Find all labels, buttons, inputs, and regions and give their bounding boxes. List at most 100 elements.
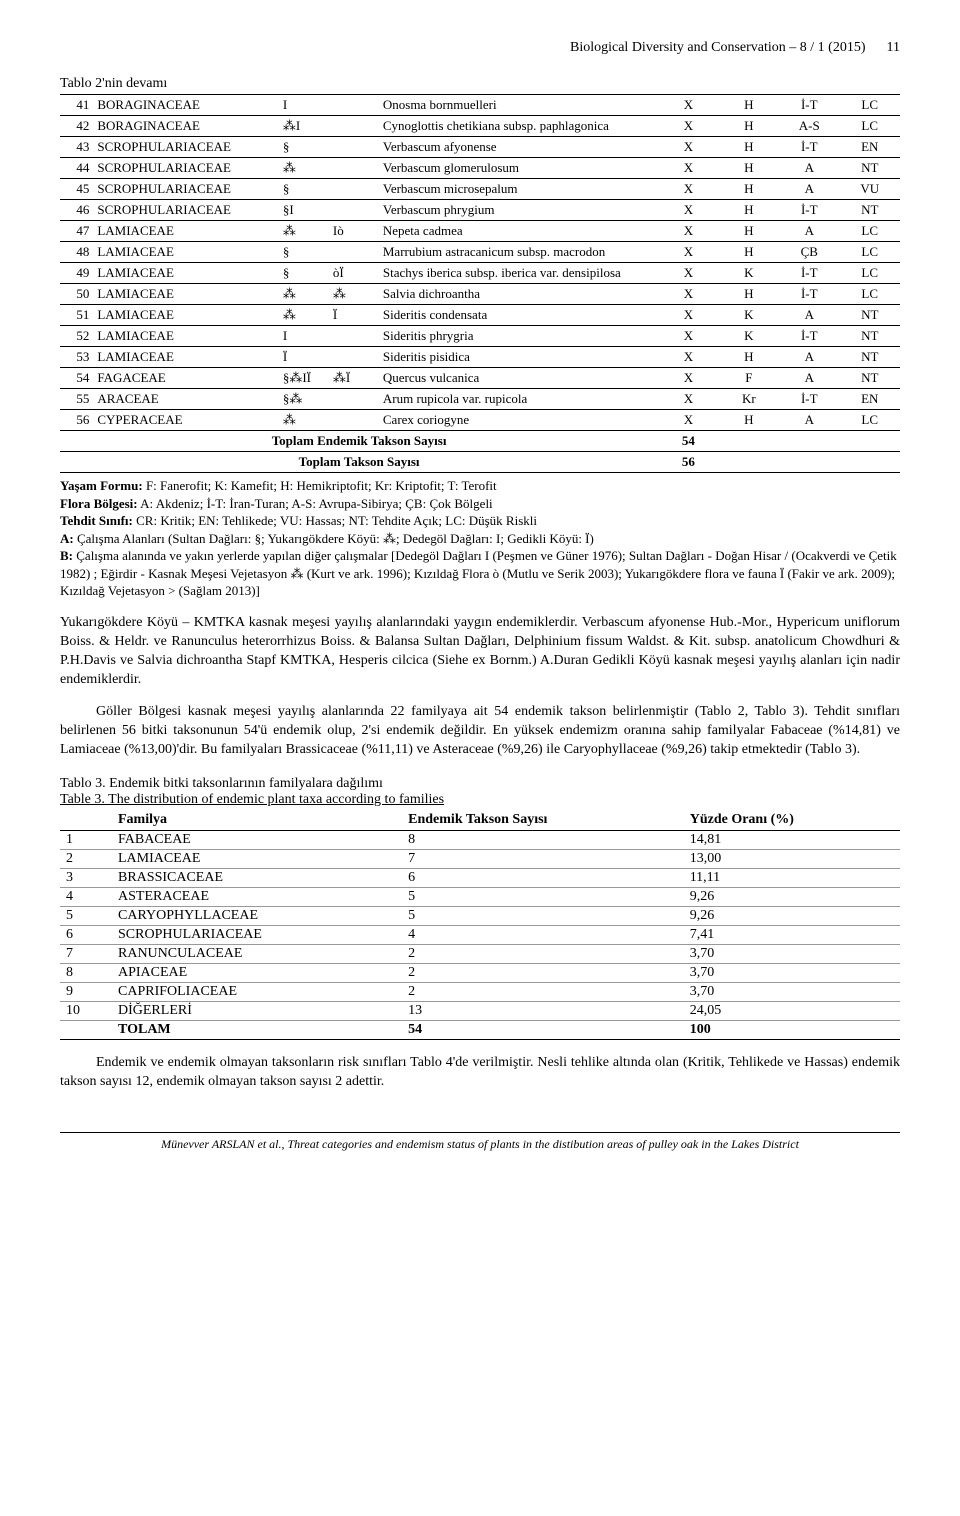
row-family: SCROPHULARIACEAE	[93, 200, 279, 221]
row-v1: X	[658, 410, 718, 431]
row-v4: VU	[839, 179, 900, 200]
dist-total-count: 54	[402, 1021, 684, 1040]
row-family: LAMIACEAE	[93, 284, 279, 305]
row-v2: H	[719, 95, 779, 116]
row-family: LAMIACEAE	[93, 347, 279, 368]
row-code2	[329, 347, 379, 368]
row-code2	[329, 200, 379, 221]
row-code2: ⁂	[329, 284, 379, 305]
row-species: Verbascum phrygium	[379, 200, 658, 221]
species-row: 52LAMIACEAEISideritis phrygriaXKİ-TNT	[60, 326, 900, 347]
dist-row-count: 7	[402, 850, 684, 869]
row-number: 43	[60, 137, 93, 158]
dist-row-family: BRASSICACEAE	[112, 869, 402, 888]
species-row: 48LAMIACEAE§Marrubium astracanicum subsp…	[60, 242, 900, 263]
species-row: 53LAMIACEAEÏSideritis pisidicaXHANT	[60, 347, 900, 368]
row-v1: X	[658, 179, 718, 200]
row-code2	[329, 410, 379, 431]
row-number: 54	[60, 368, 93, 389]
row-species: Quercus vulcanica	[379, 368, 658, 389]
row-code1: §	[279, 242, 329, 263]
row-family: BORAGINACEAE	[93, 95, 279, 116]
dist-row: 9CAPRIFOLIACEAE23,70	[60, 983, 900, 1002]
dist-row-percent: 11,11	[684, 869, 900, 888]
dist-row-number: 7	[60, 945, 112, 964]
dist-row-number: 4	[60, 888, 112, 907]
row-family: FAGACEAE	[93, 368, 279, 389]
dist-header-percent: Yüzde Oranı (%)	[684, 810, 900, 831]
row-v3: İ-T	[779, 284, 839, 305]
row-number: 51	[60, 305, 93, 326]
legend-line: Yaşam Formu: F: Fanerofit; K: Kamefit; H…	[60, 477, 900, 495]
totals-label: Toplam Takson Sayısı	[60, 452, 658, 473]
dist-row-family: DİĞERLERİ	[112, 1002, 402, 1021]
row-v3: ÇB	[779, 242, 839, 263]
species-row: 44SCROPHULARIACEAE⁂Verbascum glomerulosu…	[60, 158, 900, 179]
row-v3: A	[779, 347, 839, 368]
row-code1: ⁂	[279, 410, 329, 431]
row-code1: I	[279, 95, 329, 116]
row-number: 41	[60, 95, 93, 116]
row-family: SCROPHULARIACEAE	[93, 179, 279, 200]
row-family: LAMIACEAE	[93, 221, 279, 242]
dist-row-percent: 7,41	[684, 926, 900, 945]
legend-line: B: Çalışma alanında ve yakın yerlerde ya…	[60, 547, 900, 600]
dist-row-number: 9	[60, 983, 112, 1002]
row-v2: K	[719, 263, 779, 284]
dist-row: 1FABACEAE814,81	[60, 831, 900, 850]
dist-row-percent: 24,05	[684, 1002, 900, 1021]
row-species: Sideritis phrygria	[379, 326, 658, 347]
dist-row-number: 6	[60, 926, 112, 945]
row-v2: H	[719, 158, 779, 179]
row-code2	[329, 242, 379, 263]
species-row: 42BORAGINACEAE⁂ICynoglottis chetikiana s…	[60, 116, 900, 137]
row-number: 50	[60, 284, 93, 305]
page-number: 11	[887, 40, 900, 55]
row-v3: A	[779, 158, 839, 179]
row-code2	[329, 158, 379, 179]
species-row: 41BORAGINACEAEIOnosma bornmuelleriXHİ-TL…	[60, 95, 900, 116]
row-species: Cynoglottis chetikiana subsp. paphlagoni…	[379, 116, 658, 137]
row-species: Salvia dichroantha	[379, 284, 658, 305]
row-number: 45	[60, 179, 93, 200]
row-family: LAMIACEAE	[93, 242, 279, 263]
totals-row: Toplam Takson Sayısı56	[60, 452, 900, 473]
dist-row-number: 5	[60, 907, 112, 926]
dist-row-count: 2	[402, 983, 684, 1002]
row-species: Marrubium astracanicum subsp. macrodon	[379, 242, 658, 263]
dist-row-family: SCROPHULARIACEAE	[112, 926, 402, 945]
page-header: Biological Diversity and Conservation – …	[60, 40, 900, 56]
row-v4: NT	[839, 326, 900, 347]
row-code1: ⁂	[279, 284, 329, 305]
species-row: 46SCROPHULARIACEAE§IVerbascum phrygiumXH…	[60, 200, 900, 221]
table3-title-tr: Tablo 3. Endemik bitki taksonlarının fam…	[60, 776, 900, 792]
dist-row-percent: 14,81	[684, 831, 900, 850]
row-species: Stachys iberica subsp. iberica var. dens…	[379, 263, 658, 284]
row-v2: H	[719, 284, 779, 305]
paragraph-3: Endemik ve endemik olmayan taksonların r…	[60, 1054, 900, 1092]
row-v1: X	[658, 284, 718, 305]
dist-row-number: 8	[60, 964, 112, 983]
dist-row-percent: 9,26	[684, 888, 900, 907]
row-v3: A	[779, 410, 839, 431]
dist-row-percent: 3,70	[684, 945, 900, 964]
row-code1: ⁂	[279, 221, 329, 242]
dist-row-count: 8	[402, 831, 684, 850]
row-v2: H	[719, 221, 779, 242]
row-family: SCROPHULARIACEAE	[93, 137, 279, 158]
row-v4: LC	[839, 284, 900, 305]
row-v2: K	[719, 326, 779, 347]
row-species: Onosma bornmuelleri	[379, 95, 658, 116]
legend-block: Yaşam Formu: F: Fanerofit; K: Kamefit; H…	[60, 477, 900, 600]
dist-row: 4ASTERACEAE59,26	[60, 888, 900, 907]
dist-row: 6SCROPHULARIACEAE47,41	[60, 926, 900, 945]
row-family: LAMIACEAE	[93, 305, 279, 326]
species-table: 41BORAGINACEAEIOnosma bornmuelleriXHİ-TL…	[60, 94, 900, 473]
row-v4: NT	[839, 305, 900, 326]
row-v3: A-S	[779, 116, 839, 137]
row-v1: X	[658, 95, 718, 116]
row-number: 49	[60, 263, 93, 284]
row-v1: X	[658, 326, 718, 347]
row-v1: X	[658, 137, 718, 158]
row-v4: LC	[839, 263, 900, 284]
